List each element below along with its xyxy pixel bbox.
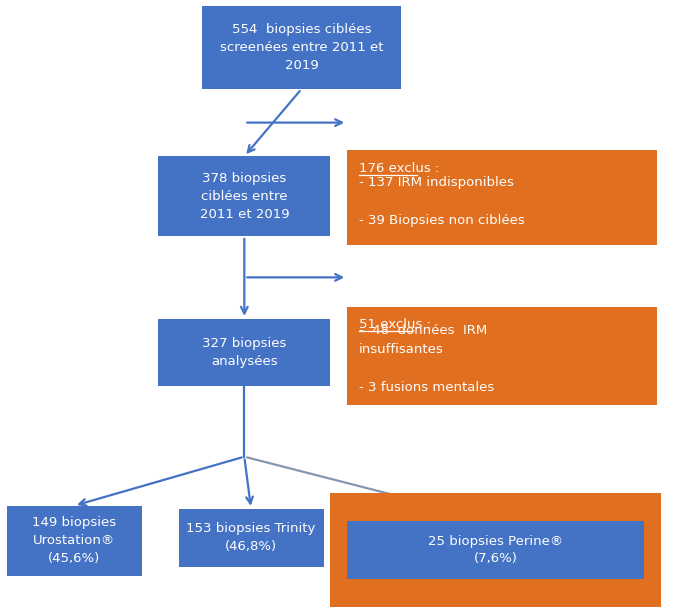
Text: -  48  données  IRM
insuffisantes

- 3 fusions mentales: - 48 données IRM insuffisantes - 3 fusio… xyxy=(359,324,495,394)
Text: 176 exclus :: 176 exclus : xyxy=(359,162,439,175)
Text: 25 biopsies Perine®
(7,6%): 25 biopsies Perine® (7,6%) xyxy=(428,535,563,565)
FancyBboxPatch shape xyxy=(347,521,644,579)
Text: 378 biopsies
ciblées entre
2011 et 2019: 378 biopsies ciblées entre 2011 et 2019 xyxy=(200,172,289,221)
Text: - 137 IRM indisponibles

- 39 Biopsies non ciblées: - 137 IRM indisponibles - 39 Biopsies no… xyxy=(359,176,525,227)
FancyBboxPatch shape xyxy=(158,319,330,386)
FancyBboxPatch shape xyxy=(330,493,661,607)
Text: 149 biopsies
Urostation®
(45,6%): 149 biopsies Urostation® (45,6%) xyxy=(32,517,116,565)
FancyBboxPatch shape xyxy=(347,150,657,245)
Text: 554  biopsies ciblées
screenées entre 2011 et
2019: 554 biopsies ciblées screenées entre 201… xyxy=(220,23,384,72)
FancyBboxPatch shape xyxy=(179,509,324,567)
FancyBboxPatch shape xyxy=(158,156,330,236)
FancyBboxPatch shape xyxy=(202,6,401,89)
Text: 327 biopsies
analysées: 327 biopsies analysées xyxy=(202,337,286,368)
FancyBboxPatch shape xyxy=(7,506,142,576)
Text: 51 exclus :: 51 exclus : xyxy=(359,318,431,332)
FancyBboxPatch shape xyxy=(347,306,657,405)
Text: 153 biopsies Trinity
(46,8%): 153 biopsies Trinity (46,8%) xyxy=(187,522,315,554)
